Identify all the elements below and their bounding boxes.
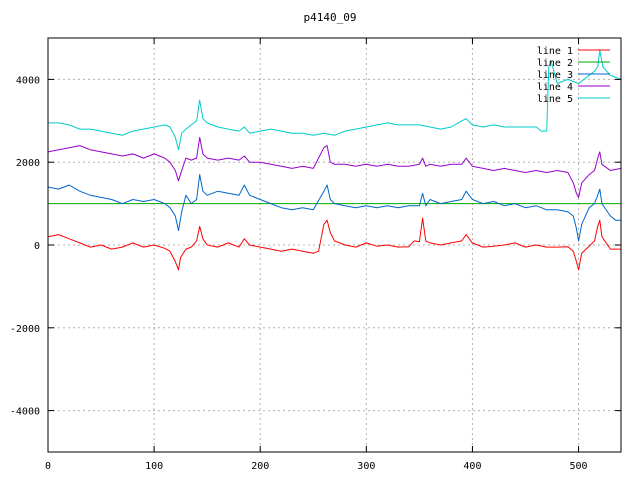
x-tick-label: 500 — [570, 461, 588, 472]
x-tick-label: 100 — [145, 461, 163, 472]
y-tick-label: -4000 — [10, 407, 40, 418]
x-tick-label: 400 — [463, 461, 481, 472]
y-tick-label: -2000 — [10, 324, 40, 335]
y-tick-label: 4000 — [16, 75, 40, 86]
legend-label-4: line 4 — [537, 82, 573, 93]
grid-lines — [48, 38, 621, 452]
series-line-3 — [47, 174, 621, 242]
chart-title: p4140_09 — [304, 11, 357, 24]
series-lines — [47, 49, 622, 271]
x-tick-label: 200 — [251, 461, 269, 472]
x-tick-label: 300 — [357, 461, 375, 472]
y-tick-label: 2000 — [16, 158, 40, 169]
legend-label-2: line 2 — [537, 58, 573, 69]
legend-label-3: line 3 — [537, 70, 573, 81]
series-line-4 — [47, 136, 622, 198]
x-tick-label: 0 — [45, 461, 51, 472]
axis-ticks: 0 100 200 300 400 500 -4000 -2000 0 2000 4000 — [10, 38, 621, 472]
series-line-1 — [47, 217, 621, 271]
series-line-5 — [48, 49, 622, 151]
legend-label-1: line 1 — [537, 46, 573, 57]
legend-label-5: line 5 — [537, 94, 573, 105]
y-tick-label: 0 — [34, 241, 40, 252]
